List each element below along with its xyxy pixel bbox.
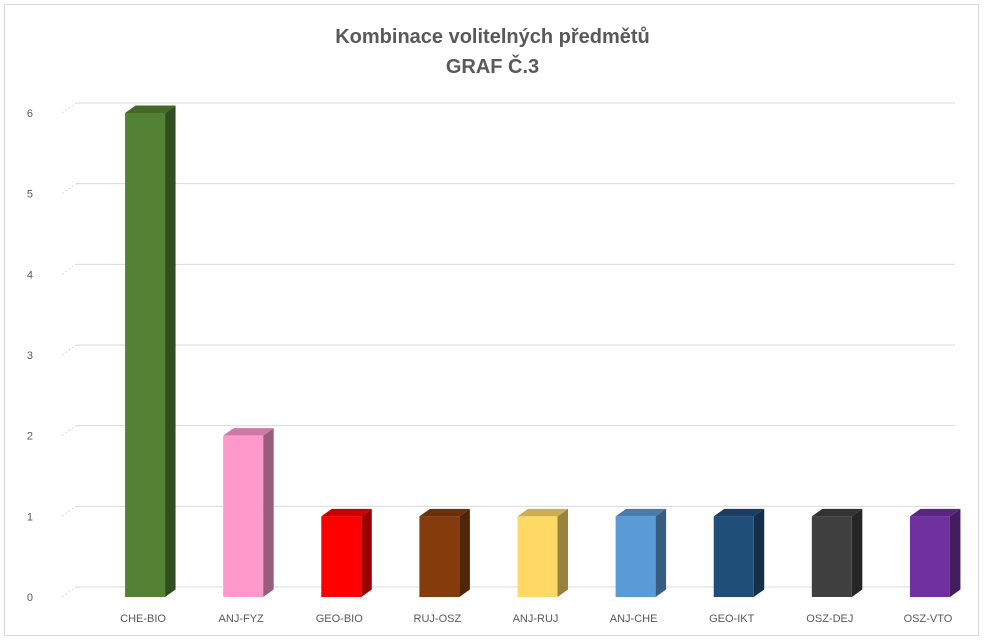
- bar-side: [655, 508, 667, 597]
- bar-side: [557, 508, 568, 597]
- x-tick-label: ANJ-CHE: [610, 613, 658, 625]
- bar: [615, 516, 656, 597]
- gridline-depth: [61, 505, 77, 517]
- bar-top: [321, 508, 372, 517]
- gridline-depth: [61, 586, 77, 598]
- y-tick-label: 6: [27, 108, 33, 120]
- y-tick-label: 1: [27, 511, 33, 523]
- x-tick-label: OSZ-VTO: [904, 613, 953, 625]
- y-tick-label: 5: [27, 189, 33, 201]
- bar: [223, 435, 264, 597]
- gridline-depth: [61, 263, 77, 275]
- bar-top: [615, 508, 667, 517]
- bar: [909, 516, 950, 597]
- x-tick-label: OSZ-DEJ: [806, 613, 853, 625]
- y-tick-label: 2: [27, 431, 33, 443]
- bar-side: [263, 428, 274, 597]
- bar-top: [713, 508, 765, 517]
- y-tick-label: 0: [27, 592, 33, 604]
- gridline-depth: [61, 425, 77, 437]
- bar: [419, 516, 460, 597]
- bar: [811, 516, 852, 597]
- bar-side: [949, 508, 961, 597]
- x-tick-label: CHE-BIO: [120, 613, 166, 625]
- x-tick-label: GEO-BIO: [316, 613, 364, 625]
- chart-subtitle: GRAF Č.3: [445, 56, 540, 78]
- bar-top: [223, 428, 274, 436]
- x-tick-label: GEO-IKT: [709, 613, 755, 625]
- bar-top: [419, 508, 470, 517]
- x-tick-label: RUJ-OSZ: [414, 613, 462, 625]
- gridline-depth: [61, 183, 77, 195]
- bar-top: [909, 508, 961, 517]
- gridline-depth: [61, 102, 77, 114]
- chart-title: Kombinace volitelných předmětů: [335, 26, 650, 48]
- bar-top: [517, 508, 568, 517]
- bar-top: [125, 105, 176, 113]
- bar-top: [811, 508, 863, 517]
- bar: [517, 516, 558, 597]
- x-tick-label: ANJ-RUJ: [513, 613, 559, 625]
- x-tick-label: ANJ-FYZ: [219, 613, 265, 625]
- bar-side: [459, 508, 470, 597]
- bar: [713, 516, 754, 597]
- y-tick-label: 3: [27, 350, 33, 362]
- bar-side: [753, 508, 765, 597]
- bar: [321, 516, 362, 597]
- bar-side: [361, 508, 372, 597]
- bar: [125, 113, 166, 597]
- y-tick-label: 4: [27, 269, 33, 281]
- bar-side: [165, 105, 176, 597]
- gridline-depth: [61, 344, 77, 356]
- bar-side: [851, 508, 863, 597]
